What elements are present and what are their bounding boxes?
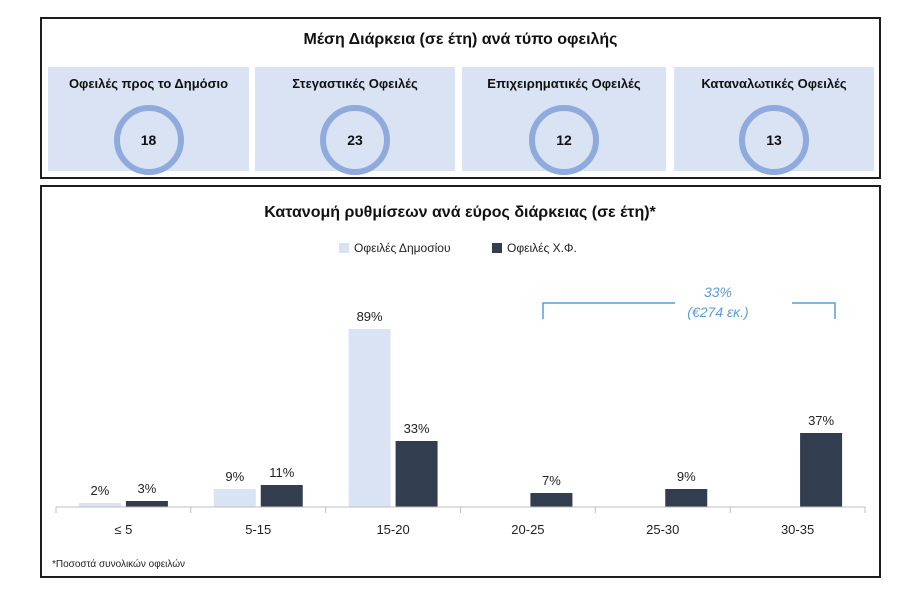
chart-title: Κατανομή ρυθμίσεων ανά εύρος διάρκειας (… [264,204,656,221]
legend-label-private: Οφειλές Χ.Φ. [507,241,577,255]
x-tick-label: 5-15 [245,522,271,537]
card-housing-debt: Στεγαστικές Οφειλές 23 [255,67,455,175]
bars-group [78,329,843,507]
bar-label-public: 2% [91,483,110,498]
x-tick-label: 30-35 [781,522,814,537]
bar-label-private: 9% [677,469,696,484]
bar-label-private: 11% [269,465,294,480]
summary-panel: Μέση Διάρκεια (σε έτη) ανά τύπο οφειλής … [40,17,881,179]
annotation-bracket-left [542,302,675,319]
card-label: Επιχειρηματικές Οφειλές [487,76,641,91]
annotation-bracket-right [792,302,836,319]
x-tick-labels-group: ≤ 5 5-15 15-20 20-25 25-30 30-35 [114,522,814,537]
annotation-amount: (€274 εκ.) [687,304,748,320]
x-ticks-group [55,507,866,513]
bar-public [213,489,256,507]
summary-title: Μέση Διάρκεια (σε έτη) ανά τύπο οφειλής [303,31,618,48]
bar-private [125,501,168,507]
bar-public [348,329,391,507]
bar-labels-group: 2% 3% 9% 11% 89% 33% 7% 9% 37% [91,309,835,498]
card-value-ring: 12 [529,105,599,175]
card-public-debt: Οφειλές προς το Δημόσιο 18 [48,67,249,175]
x-tick-label: 20-25 [511,522,544,537]
bar-label-private: 3% [138,481,157,496]
card-label: Οφειλές προς το Δημόσιο [68,76,229,91]
bar-label-private: 37% [808,413,834,428]
card-value-ring: 23 [320,105,390,175]
legend-swatch-private [492,243,502,253]
x-tick-label: 15-20 [376,522,409,537]
bar-private [800,433,843,507]
card-business-debt: Επιχειρηματικές Οφειλές 12 [462,67,666,175]
annotation-percent: 33% [704,284,732,300]
bar-private [260,485,303,507]
chart-panel: Κατανομή ρυθμίσεων ανά εύρος διάρκειας (… [40,185,881,578]
bar-label-public: 9% [225,469,244,484]
bar-label-private: 7% [542,473,561,488]
x-tick-label: 25-30 [646,522,679,537]
card-consumer-debt: Καταναλωτικές Οφειλές 13 [674,67,874,175]
x-tick-label: ≤ 5 [114,522,132,537]
legend-label-public: Οφειλές Δημοσίου [354,241,451,255]
card-label: Καταναλωτικές Οφειλές [701,76,847,91]
card-label: Στεγαστικές Οφειλές [292,76,418,91]
bar-label-public: 89% [357,309,383,324]
card-value-ring: 18 [113,105,184,175]
bar-private [530,493,573,507]
bar-chart: Κατανομή ρυθμίσεων ανά εύρος διάρκειας (… [52,204,866,570]
annotation-bracket-group: 33% (€274 εκ.) [542,284,836,320]
bar-private [665,489,708,507]
footnote: *Ποσοστά συνολικών οφειλών [52,558,185,570]
bar-private [395,441,438,507]
legend: Οφειλές Δημοσίου Οφειλές Χ.Φ. [339,241,577,255]
bar-label-private: 33% [404,421,430,436]
legend-swatch-public [339,243,349,253]
card-value-ring: 13 [739,105,809,175]
bar-public [78,503,121,507]
